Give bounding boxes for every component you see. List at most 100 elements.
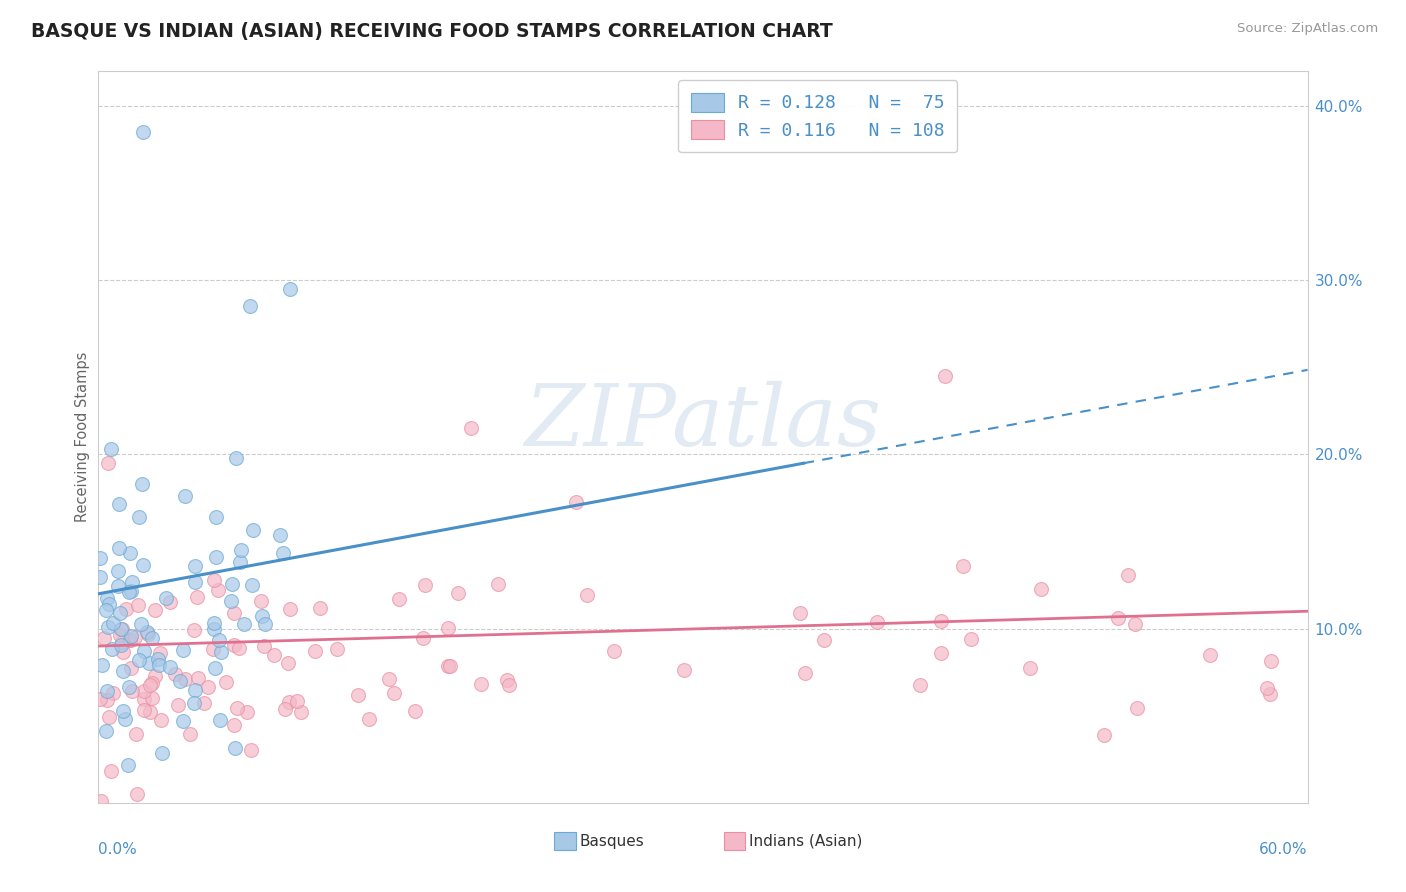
Point bbox=[132, 703, 155, 717]
Point bbox=[359, 712, 381, 726]
Point bbox=[240, 577, 263, 591]
Text: ZIPatlas: ZIPatlas bbox=[524, 381, 882, 464]
Point bbox=[139, 678, 162, 692]
Point bbox=[602, 644, 624, 658]
Point bbox=[132, 692, 155, 706]
Point bbox=[229, 555, 252, 569]
Point bbox=[148, 647, 170, 661]
Point bbox=[118, 546, 141, 560]
Point bbox=[1031, 582, 1053, 596]
Point bbox=[100, 442, 122, 456]
Point bbox=[135, 625, 157, 640]
Point bbox=[208, 632, 231, 647]
Point bbox=[378, 673, 401, 687]
Point bbox=[159, 660, 181, 674]
Point bbox=[97, 620, 120, 634]
Point bbox=[150, 746, 173, 760]
Point bbox=[236, 705, 259, 719]
Point bbox=[672, 664, 695, 678]
Point bbox=[120, 633, 142, 648]
Point bbox=[1092, 728, 1115, 742]
Point bbox=[107, 565, 129, 579]
Text: Indians (Asian): Indians (Asian) bbox=[749, 834, 862, 848]
Point bbox=[278, 695, 301, 709]
Point bbox=[250, 608, 273, 623]
Point bbox=[204, 550, 226, 565]
Point bbox=[193, 696, 215, 710]
Point bbox=[111, 704, 134, 718]
Point bbox=[143, 603, 166, 617]
Point bbox=[112, 664, 135, 678]
Point bbox=[107, 579, 129, 593]
Point bbox=[96, 693, 118, 707]
Point bbox=[127, 787, 149, 801]
Point bbox=[96, 724, 118, 739]
Point bbox=[250, 593, 273, 607]
Point bbox=[1123, 616, 1146, 631]
Bar bbox=[554, 832, 576, 850]
Point bbox=[115, 602, 138, 616]
Point bbox=[1019, 661, 1042, 675]
Point bbox=[496, 673, 519, 687]
Point bbox=[214, 674, 236, 689]
Point bbox=[172, 642, 194, 657]
Point bbox=[138, 656, 160, 670]
Point bbox=[1107, 611, 1129, 625]
Point bbox=[167, 698, 190, 712]
Point bbox=[242, 523, 264, 537]
Point bbox=[108, 497, 131, 511]
Point bbox=[225, 700, 247, 714]
Point bbox=[271, 546, 294, 560]
Point bbox=[96, 591, 118, 606]
Point bbox=[93, 632, 115, 646]
Point bbox=[934, 369, 956, 384]
Point bbox=[89, 551, 111, 566]
Point bbox=[207, 583, 229, 598]
Point bbox=[575, 588, 598, 602]
Point bbox=[202, 573, 225, 587]
Point bbox=[278, 602, 301, 616]
Point bbox=[136, 627, 159, 641]
Point bbox=[127, 598, 149, 612]
Point bbox=[165, 667, 187, 681]
Point bbox=[1260, 687, 1282, 701]
Point bbox=[304, 644, 326, 658]
Point bbox=[120, 632, 142, 647]
Point bbox=[101, 686, 124, 700]
Point bbox=[1199, 648, 1222, 662]
Point bbox=[132, 125, 155, 139]
Point bbox=[128, 510, 150, 524]
Point bbox=[208, 713, 231, 727]
Point bbox=[789, 606, 811, 620]
Point bbox=[89, 692, 111, 706]
Point bbox=[952, 558, 974, 573]
Point bbox=[183, 696, 205, 710]
Point bbox=[121, 683, 143, 698]
Point bbox=[117, 758, 139, 772]
Point bbox=[274, 702, 297, 716]
Point bbox=[124, 630, 146, 644]
Point bbox=[439, 659, 461, 673]
Point bbox=[470, 677, 492, 691]
Point bbox=[96, 684, 118, 698]
Point bbox=[263, 648, 285, 662]
Point bbox=[436, 622, 458, 636]
Point bbox=[120, 629, 142, 643]
Point bbox=[100, 764, 122, 778]
Point bbox=[110, 622, 132, 636]
Point bbox=[169, 674, 191, 689]
Point bbox=[150, 714, 173, 728]
Point bbox=[90, 794, 112, 808]
Point bbox=[141, 676, 163, 690]
Point bbox=[110, 627, 132, 641]
Text: Source: ZipAtlas.com: Source: ZipAtlas.com bbox=[1237, 22, 1378, 36]
Point bbox=[221, 594, 243, 608]
Point bbox=[132, 558, 155, 572]
Point bbox=[141, 691, 163, 706]
Point bbox=[139, 705, 162, 719]
Point bbox=[239, 743, 262, 757]
Point bbox=[108, 606, 131, 620]
Point bbox=[794, 665, 817, 680]
Point bbox=[269, 528, 291, 542]
Point bbox=[460, 421, 482, 435]
